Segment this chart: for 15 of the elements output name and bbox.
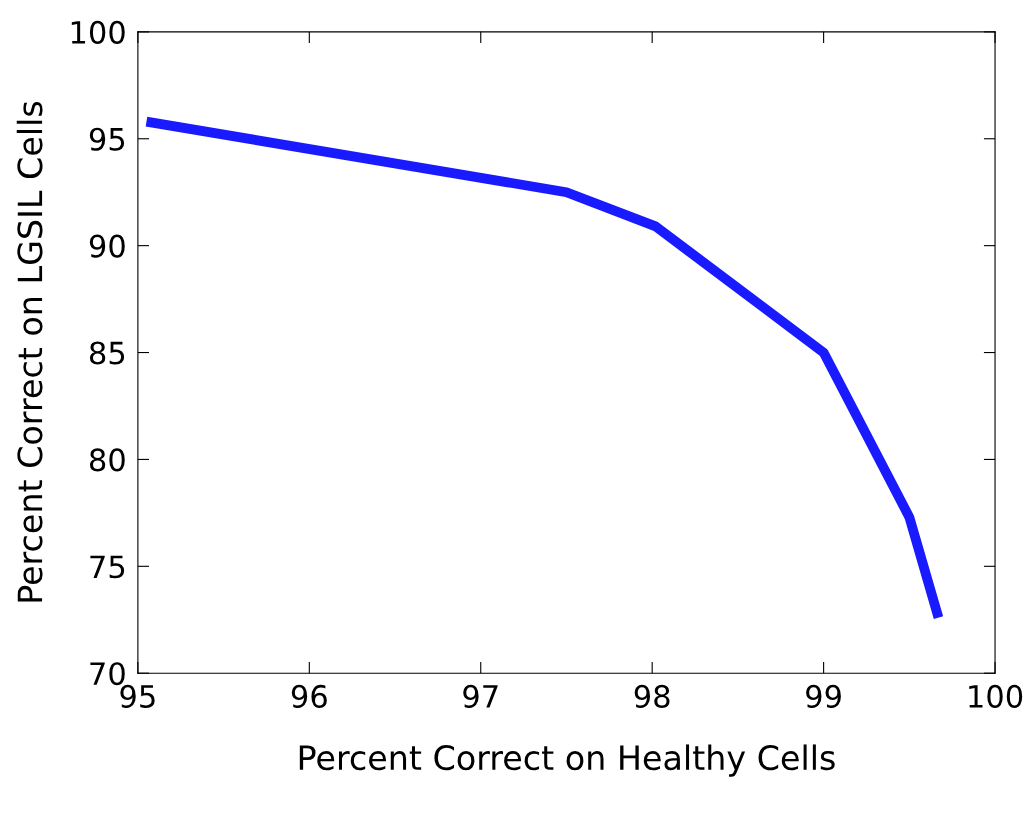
x-tick-label: 98 <box>634 684 670 708</box>
x-tick-label: 95 <box>120 684 155 708</box>
y-tick-label: 85 <box>89 341 125 365</box>
y-axis-title: Percent Correct on LGSIL Cells <box>16 101 43 602</box>
x-tick-label: 100 <box>969 684 1023 708</box>
y-tick-label: 80 <box>89 448 125 472</box>
x-tick-label: 96 <box>291 684 327 708</box>
y-tick-label: 95 <box>89 127 125 151</box>
y-tick-label: 75 <box>90 555 125 579</box>
y-tick-label: 100 <box>71 20 125 44</box>
y-tick-label: 70 <box>90 662 125 686</box>
x-tick-label: 97 <box>463 684 498 708</box>
y-tick-label: 90 <box>89 234 125 258</box>
x-tick-label: 99 <box>806 684 841 708</box>
x-axis-title: Percent Correct on Healthy Cells <box>299 744 835 777</box>
